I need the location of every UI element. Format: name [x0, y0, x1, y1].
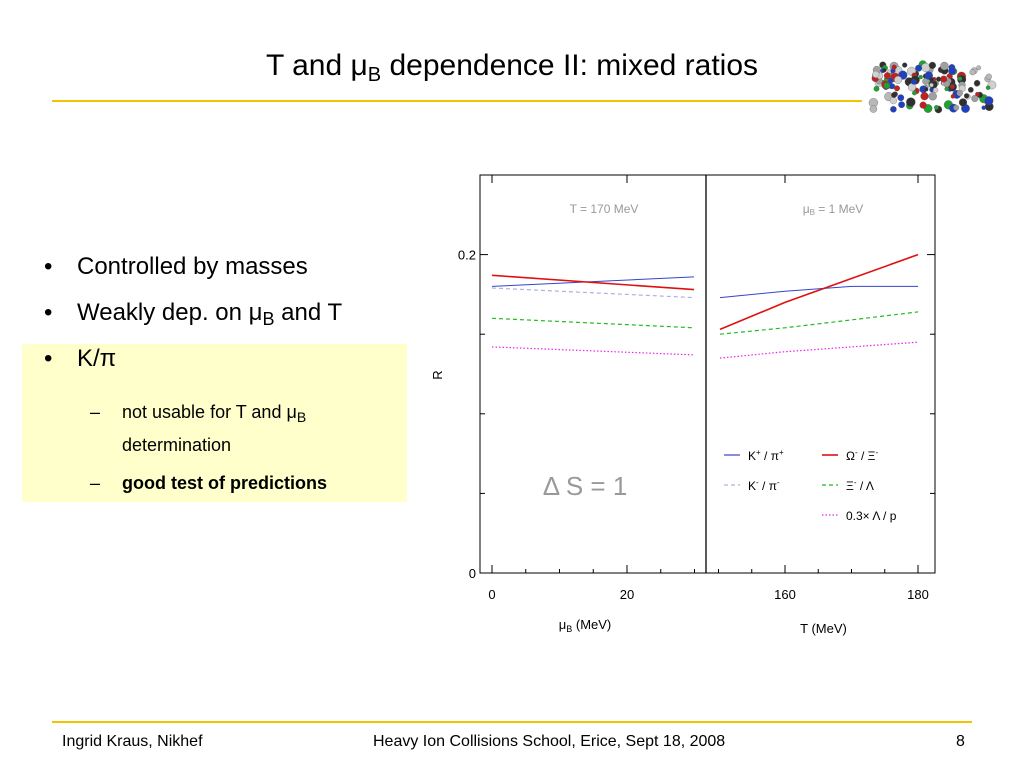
x-tick-label: 160: [774, 587, 796, 602]
series-line: [719, 285, 918, 299]
legend-label: K- / π-: [748, 478, 780, 493]
bullet-text: Weakly dep. on μB and T: [77, 299, 343, 329]
x-tick-label: 20: [620, 587, 634, 602]
legend-label: Ξ- / Λ: [846, 478, 874, 493]
page-number: 8: [956, 733, 965, 750]
series-line: [719, 253, 919, 331]
subbullet-text: determination: [122, 435, 232, 455]
series-line: [491, 274, 695, 291]
bullet-dot: •: [44, 299, 53, 326]
bullet-text: Controlled by masses: [77, 253, 308, 280]
panel-annotation: T = 170 MeV: [570, 202, 639, 216]
title-divider: [52, 100, 862, 102]
legend-label: 0.3× Λ / p: [846, 509, 897, 523]
y-tick-label: 0.2: [458, 248, 476, 263]
plot-frame: [479, 174, 936, 574]
series-line: [491, 346, 695, 356]
x-axis-label: μB (MeV): [559, 617, 612, 634]
legend-label: K+ / π+: [748, 448, 784, 463]
subbullet-dash: –: [90, 402, 101, 422]
x-axis-label: T (MeV): [800, 621, 847, 636]
bullet-dot: •: [44, 253, 53, 280]
series-line: [491, 317, 695, 329]
series-line: [719, 311, 919, 335]
bullet-text: K/π: [77, 345, 117, 372]
ratio-chart: 0 0.2 R 0 20 μB (MeV) T = 170 MeV 160 180 T (MeV)…: [430, 174, 936, 636]
subbullet-text: good test of predictions: [122, 473, 327, 493]
footer-event: Heavy Ion Collisions School, Erice, Sept…: [373, 733, 726, 750]
delta-s-label: Δ S = 1: [543, 471, 628, 501]
footer-divider: [52, 721, 972, 723]
panel-annotation: μB = 1 MeV: [803, 202, 864, 217]
y-axis-label: R: [430, 370, 445, 379]
kpi-highlight-box: [22, 344, 407, 502]
x-tick-label: 0: [488, 587, 495, 602]
y-tick-label: 0: [469, 566, 476, 581]
slide-title: T and μB dependence II: mixed ratios: [265, 49, 759, 86]
series-line: [719, 341, 919, 359]
subbullet-text: not usable for T and μB: [122, 402, 307, 425]
bullet-dot: •: [44, 345, 53, 372]
legend-label: Ω- / Ξ-: [846, 448, 878, 463]
subbullet-dash: –: [90, 473, 101, 493]
series-line: [491, 287, 695, 299]
collision-logo: [868, 60, 997, 114]
footer-author: Ingrid Kraus, Nikhef: [62, 733, 203, 750]
x-tick-label: 180: [907, 587, 929, 602]
